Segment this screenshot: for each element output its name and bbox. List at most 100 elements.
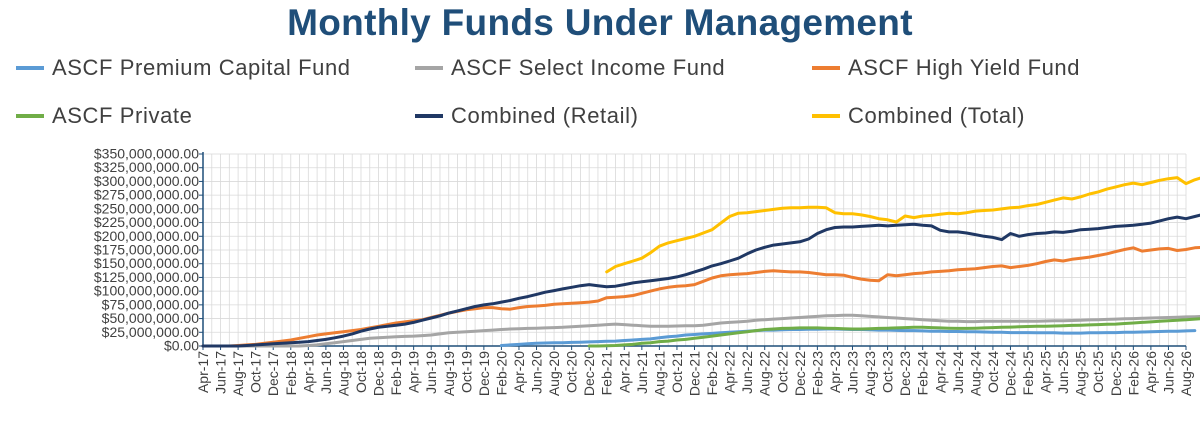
x-tick-label: Jun-17 xyxy=(213,351,229,394)
x-tick-label: Dec-21 xyxy=(687,351,703,396)
legend-label: ASCF Select Income Fund xyxy=(451,55,726,80)
y-tick-label: $200,000,000.00 xyxy=(94,228,199,244)
x-tick-label: Jun-23 xyxy=(844,351,860,394)
x-tick-label: Aug-22 xyxy=(757,351,773,396)
legend-swatch xyxy=(415,114,443,118)
legend-label: Combined (Total) xyxy=(848,103,1026,128)
x-tick-label: Aug-17 xyxy=(230,351,246,396)
series-lines xyxy=(201,176,1200,348)
x-tick-label: Apr-21 xyxy=(616,351,632,393)
x-tick-label: Feb-22 xyxy=(704,351,720,396)
chart-title: Monthly Funds Under Management xyxy=(287,2,913,43)
y-tick-label: $100,000,000.00 xyxy=(94,283,199,299)
x-tick-label: Aug-19 xyxy=(441,351,457,396)
x-tick-label: Aug-25 xyxy=(1073,351,1089,396)
x-tick-label: Feb-23 xyxy=(809,351,825,396)
x-tick-label: Feb-19 xyxy=(388,351,404,396)
x-tick-label: Feb-24 xyxy=(915,351,931,396)
x-tick-label: Jun-22 xyxy=(739,351,755,394)
x-tick-label: Apr-24 xyxy=(932,351,948,393)
y-tick-label: $25,000,000.00 xyxy=(102,324,200,340)
y-tick-label: $250,000,000.00 xyxy=(94,200,199,216)
x-tick-label: Oct-24 xyxy=(985,351,1001,393)
x-tick-label: Oct-19 xyxy=(458,351,474,393)
x-tick-label: Dec-23 xyxy=(897,351,913,396)
legend-swatch xyxy=(415,66,443,70)
legend-item: Combined (Total) xyxy=(812,101,1025,131)
series-line-combined-retail xyxy=(201,213,1200,348)
x-tick-label: Aug-24 xyxy=(967,351,983,396)
x-tick-label: Jun-19 xyxy=(423,351,439,394)
x-tick-label: Dec-19 xyxy=(476,351,492,396)
x-tick-label: Apr-17 xyxy=(195,351,211,393)
x-tick-label: Jun-26 xyxy=(1160,351,1176,394)
x-tick-label: Apr-22 xyxy=(722,351,738,393)
x-tick-label: Aug-20 xyxy=(546,351,562,396)
series-line-ascf-private xyxy=(587,317,1200,348)
y-tick-label: $325,000,000.00 xyxy=(94,159,199,175)
x-tick-label: Jun-20 xyxy=(529,351,545,394)
legend-label: ASCF High Yield Fund xyxy=(848,55,1081,80)
x-tick-label: Dec-20 xyxy=(581,351,597,396)
x-tick-label: Jun-24 xyxy=(950,351,966,394)
x-tick-label: Oct-22 xyxy=(774,351,790,393)
x-tick-label: Jun-25 xyxy=(1055,351,1071,394)
y-tick-label: $275,000,000.00 xyxy=(94,187,199,203)
x-tick-label: Apr-18 xyxy=(300,351,316,393)
x-tick-label: Feb-25 xyxy=(1020,351,1036,396)
x-tick-label: Feb-18 xyxy=(283,351,299,396)
legend-swatch xyxy=(812,114,840,118)
x-tick-labels: Apr-17 Jun-17 Aug-17 Oct-17 Dec-17 Feb-18 Apr-… xyxy=(195,346,1194,396)
x-tick-label: Feb-26 xyxy=(1125,351,1141,396)
legend-item: Combined (Retail) xyxy=(415,101,639,131)
x-tick-label: Aug-21 xyxy=(651,351,667,396)
x-tick-label: Oct-18 xyxy=(353,351,369,393)
x-tick-label: Oct-25 xyxy=(1090,351,1106,393)
y-tick-label: $150,000,000.00 xyxy=(94,255,199,271)
legend-label: Combined (Retail) xyxy=(451,103,639,128)
x-tick-label: Feb-21 xyxy=(599,351,615,396)
x-tick-label: Oct-21 xyxy=(669,351,685,393)
x-tick-label: Apr-26 xyxy=(1143,351,1159,393)
series-line-combined-total xyxy=(605,176,1200,274)
x-tick-label: Aug-26 xyxy=(1178,351,1194,396)
series-line-ascf-premium-capital-fund xyxy=(499,327,1197,347)
x-tick-label: Dec-18 xyxy=(371,351,387,396)
series-line-ascf-select-income-fund xyxy=(201,313,1200,348)
x-tick-label: Oct-20 xyxy=(564,351,580,393)
y-tick-label: $300,000,000.00 xyxy=(94,173,199,189)
x-tick-label: Oct-17 xyxy=(248,351,264,393)
y-tick-labels: $0.00$25,000,000.00$50,000,000.00$75,000… xyxy=(94,146,203,354)
legend-label: ASCF Private xyxy=(52,103,193,128)
x-tick-label: Aug-23 xyxy=(862,351,878,396)
gridlines xyxy=(202,153,1187,347)
legend-item: ASCF Premium Capital Fund xyxy=(16,53,351,83)
y-tick-label: $175,000,000.00 xyxy=(94,242,199,258)
x-tick-label: Dec-17 xyxy=(265,351,281,396)
y-tick-label: $225,000,000.00 xyxy=(94,214,199,230)
x-tick-label: Apr-20 xyxy=(511,351,527,393)
legend-item: ASCF Private xyxy=(16,101,192,131)
x-tick-label: Apr-23 xyxy=(827,351,843,393)
legend-label: ASCF Premium Capital Fund xyxy=(52,55,351,80)
legend-item: ASCF Select Income Fund xyxy=(415,53,725,83)
y-tick-label: $75,000,000.00 xyxy=(102,296,200,312)
x-tick-label: Oct-23 xyxy=(880,351,896,393)
y-tick-label: $0.00 xyxy=(164,338,199,354)
x-tick-label: Aug-18 xyxy=(335,351,351,396)
legend-item: ASCF High Yield Fund xyxy=(812,53,1080,83)
legend-swatch xyxy=(16,114,44,118)
x-tick-label: Apr-19 xyxy=(406,351,422,393)
legend-swatch xyxy=(16,66,44,70)
x-tick-label: Apr-25 xyxy=(1038,351,1054,393)
legend-swatch xyxy=(812,66,840,70)
y-tick-label: $350,000,000.00 xyxy=(94,146,199,162)
y-tick-label: $125,000,000.00 xyxy=(94,269,199,285)
x-tick-label: Dec-25 xyxy=(1108,351,1124,396)
x-tick-label: Feb-20 xyxy=(493,351,509,396)
y-tick-label: $50,000,000.00 xyxy=(102,310,200,326)
x-tick-label: Jun-18 xyxy=(318,351,334,394)
x-tick-label: Jun-21 xyxy=(634,351,650,394)
x-tick-label: Dec-24 xyxy=(1002,351,1018,396)
